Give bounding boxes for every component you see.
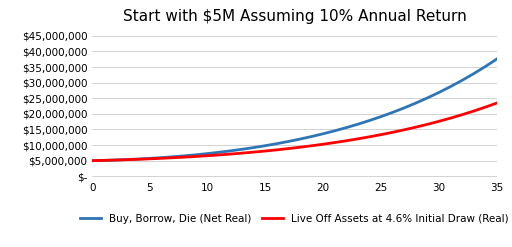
Buy, Borrow, Die (Net Real) [482, 65, 488, 68]
Line: Live Off Assets at 4.6% Initial Draw (Real): Live Off Assets at 4.6% Initial Draw (Re… [92, 103, 497, 161]
Buy, Borrow, Die (Net Real) [344, 126, 350, 129]
Live Off Assets at 4.6% Initial Draw (Real) [471, 110, 477, 113]
Buy, Borrow, Die (Net Real) [494, 58, 500, 61]
Buy, Borrow, Die (Net Real) [124, 158, 130, 161]
Buy, Borrow, Die (Net Real) [112, 159, 118, 162]
Live Off Assets at 4.6% Initial Draw (Real) [135, 158, 141, 161]
Live Off Assets at 4.6% Initial Draw (Real) [401, 128, 407, 131]
Buy, Borrow, Die (Net Real) [286, 140, 292, 143]
Buy, Borrow, Die (Net Real) [205, 152, 211, 155]
Live Off Assets at 4.6% Initial Draw (Real) [344, 139, 350, 142]
Live Off Assets at 4.6% Initial Draw (Real) [263, 149, 269, 152]
Live Off Assets at 4.6% Initial Draw (Real) [251, 151, 257, 154]
Buy, Borrow, Die (Net Real) [228, 149, 234, 152]
Live Off Assets at 4.6% Initial Draw (Real) [320, 143, 326, 146]
Live Off Assets at 4.6% Initial Draw (Real) [228, 153, 234, 156]
Title: Start with $5M Assuming 10% Annual Return: Start with $5M Assuming 10% Annual Retur… [122, 9, 466, 24]
Live Off Assets at 4.6% Initial Draw (Real) [447, 117, 454, 120]
Buy, Borrow, Die (Net Real) [309, 135, 315, 138]
Live Off Assets at 4.6% Initial Draw (Real) [413, 126, 419, 129]
Line: Buy, Borrow, Die (Net Real): Buy, Borrow, Die (Net Real) [92, 59, 497, 161]
Live Off Assets at 4.6% Initial Draw (Real) [482, 106, 488, 109]
Buy, Borrow, Die (Net Real) [332, 129, 338, 132]
Buy, Borrow, Die (Net Real) [89, 159, 95, 162]
Live Off Assets at 4.6% Initial Draw (Real) [297, 146, 303, 149]
Buy, Borrow, Die (Net Real) [263, 144, 269, 147]
Buy, Borrow, Die (Net Real) [193, 153, 199, 156]
Buy, Borrow, Die (Net Real) [390, 111, 396, 114]
Live Off Assets at 4.6% Initial Draw (Real) [332, 141, 338, 144]
Live Off Assets at 4.6% Initial Draw (Real) [101, 159, 107, 162]
Live Off Assets at 4.6% Initial Draw (Real) [182, 156, 188, 159]
Buy, Borrow, Die (Net Real) [459, 79, 465, 82]
Live Off Assets at 4.6% Initial Draw (Real) [286, 147, 292, 150]
Buy, Borrow, Die (Net Real) [170, 155, 176, 158]
Buy, Borrow, Die (Net Real) [413, 102, 419, 104]
Live Off Assets at 4.6% Initial Draw (Real) [424, 123, 431, 126]
Buy, Borrow, Die (Net Real) [251, 146, 257, 149]
Buy, Borrow, Die (Net Real) [436, 91, 442, 94]
Live Off Assets at 4.6% Initial Draw (Real) [124, 158, 130, 161]
Live Off Assets at 4.6% Initial Draw (Real) [112, 159, 118, 162]
Buy, Borrow, Die (Net Real) [355, 123, 361, 126]
Live Off Assets at 4.6% Initial Draw (Real) [158, 157, 164, 160]
Buy, Borrow, Die (Net Real) [447, 85, 454, 88]
Live Off Assets at 4.6% Initial Draw (Real) [494, 102, 500, 104]
Buy, Borrow, Die (Net Real) [471, 72, 477, 75]
Live Off Assets at 4.6% Initial Draw (Real) [390, 131, 396, 134]
Live Off Assets at 4.6% Initial Draw (Real) [367, 135, 373, 138]
Buy, Borrow, Die (Net Real) [274, 142, 280, 145]
Legend: Buy, Borrow, Die (Net Real), Live Off Assets at 4.6% Initial Draw (Real): Buy, Borrow, Die (Net Real), Live Off As… [76, 210, 512, 228]
Buy, Borrow, Die (Net Real) [424, 97, 431, 100]
Buy, Borrow, Die (Net Real) [378, 115, 384, 118]
Buy, Borrow, Die (Net Real) [182, 154, 188, 157]
Live Off Assets at 4.6% Initial Draw (Real) [436, 120, 442, 123]
Live Off Assets at 4.6% Initial Draw (Real) [239, 152, 245, 155]
Buy, Borrow, Die (Net Real) [158, 156, 164, 159]
Live Off Assets at 4.6% Initial Draw (Real) [309, 144, 315, 147]
Buy, Borrow, Die (Net Real) [297, 138, 303, 141]
Live Off Assets at 4.6% Initial Draw (Real) [459, 113, 465, 116]
Live Off Assets at 4.6% Initial Draw (Real) [274, 148, 280, 151]
Buy, Borrow, Die (Net Real) [135, 158, 141, 161]
Buy, Borrow, Die (Net Real) [147, 157, 153, 160]
Live Off Assets at 4.6% Initial Draw (Real) [355, 137, 361, 140]
Buy, Borrow, Die (Net Real) [101, 159, 107, 162]
Live Off Assets at 4.6% Initial Draw (Real) [216, 153, 222, 156]
Live Off Assets at 4.6% Initial Draw (Real) [378, 133, 384, 136]
Buy, Borrow, Die (Net Real) [401, 106, 407, 109]
Buy, Borrow, Die (Net Real) [367, 119, 373, 122]
Buy, Borrow, Die (Net Real) [320, 132, 326, 135]
Buy, Borrow, Die (Net Real) [239, 148, 245, 151]
Buy, Borrow, Die (Net Real) [216, 151, 222, 154]
Live Off Assets at 4.6% Initial Draw (Real) [89, 159, 95, 162]
Live Off Assets at 4.6% Initial Draw (Real) [170, 156, 176, 159]
Live Off Assets at 4.6% Initial Draw (Real) [147, 157, 153, 160]
Live Off Assets at 4.6% Initial Draw (Real) [205, 154, 211, 157]
Live Off Assets at 4.6% Initial Draw (Real) [193, 155, 199, 158]
